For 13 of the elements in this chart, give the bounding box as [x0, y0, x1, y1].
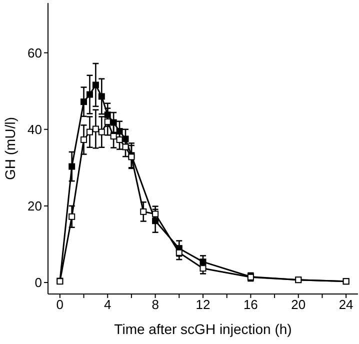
y-tick-label: 0 [34, 275, 42, 290]
x-tick-label: 16 [243, 297, 258, 312]
x-tick-label: 4 [104, 297, 112, 312]
x-tick-label: 24 [338, 297, 354, 312]
x-tick-label: 12 [196, 297, 210, 312]
x-tick-label: 0 [56, 297, 64, 312]
y-tick-label: 40 [28, 122, 42, 137]
y-tick-label: 20 [28, 198, 42, 214]
x-tick-label: 20 [291, 297, 306, 312]
y-axis-title: GH (mU/l) [2, 117, 18, 180]
y-tick-label: 60 [28, 45, 42, 60]
x-axis-title: Time after scGH injection (h) [114, 321, 292, 337]
x-tick-label: 8 [152, 297, 159, 312]
